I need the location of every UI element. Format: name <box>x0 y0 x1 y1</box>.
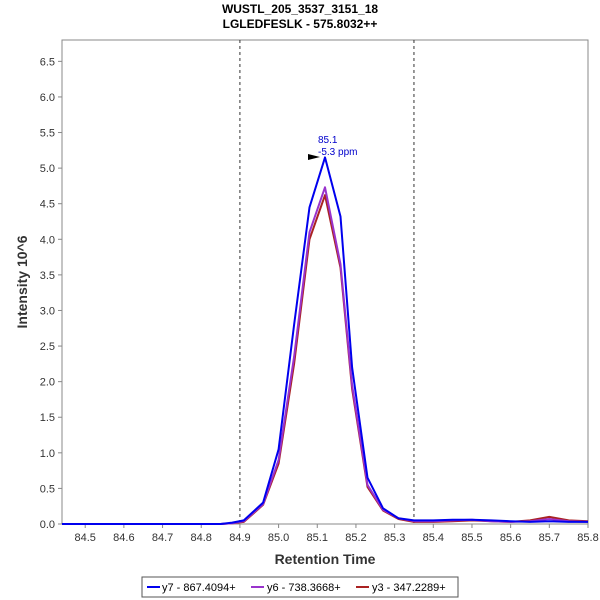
y-tick-label: 6.5 <box>40 56 55 68</box>
y-tick-label: 1.5 <box>40 412 55 424</box>
y-tick-label: 1.0 <box>40 448 55 460</box>
x-tick-label: 85.8 <box>577 532 598 544</box>
x-tick-label: 85.7 <box>539 532 560 544</box>
series-layer <box>62 156 589 525</box>
x-tick-label: 85.4 <box>423 532 444 544</box>
x-axis-ticks: 84.5 84.6 84.7 84.8 84.9 85.0 85.1 85.2 85.3 85.4… <box>74 524 599 544</box>
y-tick-label: 2.5 <box>40 341 55 353</box>
y-tick-label: 6.0 <box>40 92 55 104</box>
y-tick-label: 5.0 <box>40 163 55 175</box>
y-tick-label: 3.5 <box>40 270 55 282</box>
series-line-y7 <box>62 156 588 525</box>
y-axis-label: Intensity 10^6 <box>14 235 30 328</box>
x-tick-label: 85.1 <box>307 532 328 544</box>
y-tick-label: 3.0 <box>40 305 55 317</box>
legend-label-y7: y7 - 867.4094+ <box>162 582 236 594</box>
legend-box <box>141 576 459 598</box>
x-tick-label: 85.2 <box>345 532 366 544</box>
x-tick-label: 84.6 <box>113 532 134 544</box>
x-tick-label: 84.9 <box>229 532 250 544</box>
x-tick-label: 84.8 <box>191 532 212 544</box>
legend-label-y3: y3 - 347.2289+ <box>372 582 446 594</box>
legend-label-y6: y6 - 738.3668+ <box>267 582 341 594</box>
y-tick-label: 5.5 <box>40 128 55 140</box>
peak-arrow-icon <box>308 154 320 160</box>
x-axis-label: Retention Time <box>275 551 376 567</box>
y-tick-label: 4.0 <box>40 234 55 246</box>
x-tick-label: 84.7 <box>152 532 173 544</box>
x-tick-label: 85.3 <box>384 532 405 544</box>
plot-area <box>61 39 589 525</box>
x-tick-label: 85.0 <box>268 532 289 544</box>
y-tick-label: 4.5 <box>40 199 55 211</box>
y-tick-label: 2.0 <box>40 377 55 389</box>
integration-boundaries <box>239 40 415 524</box>
peak-annotation-rt: 85.1 <box>318 135 338 146</box>
peak-annotation-ppm: -5.3 ppm <box>318 147 357 158</box>
x-tick-label: 85.5 <box>461 532 482 544</box>
y-tick-label: 0.0 <box>40 519 55 531</box>
chart-title: WUSTL_205_3537_3151_18 <box>222 2 378 16</box>
legend: y7 - 867.4094+ y6 - 738.3668+ y3 - 347.2… <box>141 576 459 598</box>
x-tick-label: 85.6 <box>500 532 521 544</box>
y-axis-ticks: 0.0 0.5 1.0 1.5 2.0 2.5 3.0 3.5 4.0 4.5 5.0 5.5 6.0 6… <box>40 56 62 531</box>
y-tick-label: 0.5 <box>40 483 55 495</box>
x-tick-label: 84.5 <box>74 532 95 544</box>
chart-subtitle: LGLEDFESLK - 575.8032++ <box>223 17 378 31</box>
